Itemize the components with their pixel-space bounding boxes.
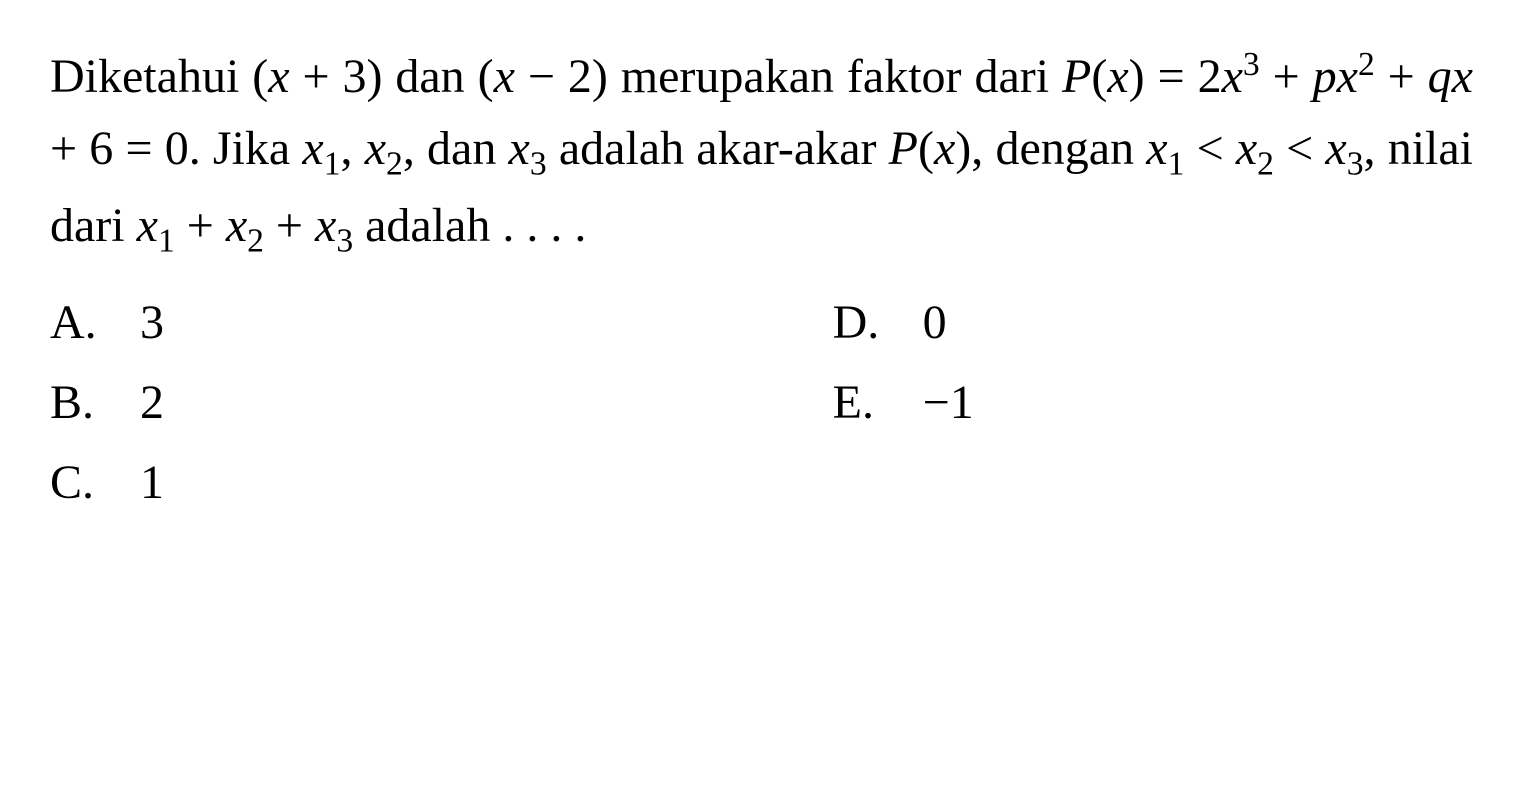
text-part: ( xyxy=(1091,50,1107,103)
text-part: adalah . . . . xyxy=(353,199,586,252)
option-letter: B. xyxy=(50,367,140,439)
option-letter: E. xyxy=(833,367,923,439)
var-x: x xyxy=(1452,50,1473,103)
var-P: P xyxy=(1062,50,1091,103)
subscript: 2 xyxy=(1257,146,1274,183)
text-part: , dan xyxy=(403,122,509,175)
text-part: ) = 2 xyxy=(1129,50,1222,103)
subscript: 1 xyxy=(324,146,341,183)
option-value: −1 xyxy=(923,367,974,439)
var-x3: x xyxy=(1325,122,1346,175)
options-container: A. 3 B. 2 C. 1 D. 0 E. −1 xyxy=(50,287,1473,527)
option-b: B. 2 xyxy=(50,367,833,439)
option-value: 2 xyxy=(140,367,164,439)
var-x3: x xyxy=(509,122,530,175)
subscript: 2 xyxy=(386,146,403,183)
options-left-column: A. 3 B. 2 C. 1 xyxy=(50,287,833,527)
option-value: 1 xyxy=(140,447,164,519)
text-part: , xyxy=(341,122,365,175)
var-x: x xyxy=(268,50,289,103)
var-x1: x xyxy=(1146,122,1167,175)
var-x1: x xyxy=(137,199,158,252)
text-part: − 2) merupakan faktor dari xyxy=(515,50,1062,103)
var-x: x xyxy=(1222,50,1243,103)
option-letter: C. xyxy=(50,447,140,519)
text-part: + xyxy=(1375,50,1428,103)
text-part: + 3) dan ( xyxy=(290,50,494,103)
text-part: < xyxy=(1274,122,1325,175)
var-x2: x xyxy=(226,199,247,252)
var-x: x xyxy=(1107,50,1128,103)
text-part: + xyxy=(175,199,226,252)
text-part: + xyxy=(264,199,315,252)
var-x: x xyxy=(494,50,515,103)
subscript: 1 xyxy=(158,223,175,260)
exponent: 3 xyxy=(1243,46,1260,83)
exponent: 2 xyxy=(1358,46,1375,83)
var-x: x xyxy=(934,122,955,175)
subscript: 3 xyxy=(530,146,547,183)
subscript: 3 xyxy=(336,223,353,260)
var-x: x xyxy=(1337,50,1358,103)
text-part: ), dengan xyxy=(955,122,1146,175)
option-letter: D. xyxy=(833,287,923,359)
text-part: adalah akar-akar xyxy=(547,122,889,175)
text-part: + 6 = 0. Jika xyxy=(50,122,302,175)
text-part: + xyxy=(1260,50,1313,103)
text-part: Diketahui ( xyxy=(50,50,268,103)
option-letter: A. xyxy=(50,287,140,359)
subscript: 1 xyxy=(1168,146,1185,183)
subscript: 2 xyxy=(247,223,264,260)
option-e: E. −1 xyxy=(833,367,1473,439)
text-part: ( xyxy=(918,122,934,175)
var-p: p xyxy=(1313,50,1337,103)
option-value: 3 xyxy=(140,287,164,359)
option-d: D. 0 xyxy=(833,287,1473,359)
var-x3: x xyxy=(315,199,336,252)
var-x2: x xyxy=(365,122,386,175)
options-right-column: D. 0 E. −1 xyxy=(833,287,1473,527)
subscript: 3 xyxy=(1347,146,1364,183)
option-c: C. 1 xyxy=(50,447,833,519)
var-q: q xyxy=(1428,50,1452,103)
question-text: Diketahui (x + 3) dan (x − 2) merupakan … xyxy=(50,40,1473,267)
var-x2: x xyxy=(1236,122,1257,175)
option-a: A. 3 xyxy=(50,287,833,359)
var-x1: x xyxy=(302,122,323,175)
text-part: < xyxy=(1184,122,1235,175)
option-value: 0 xyxy=(923,287,947,359)
var-P: P xyxy=(889,122,918,175)
